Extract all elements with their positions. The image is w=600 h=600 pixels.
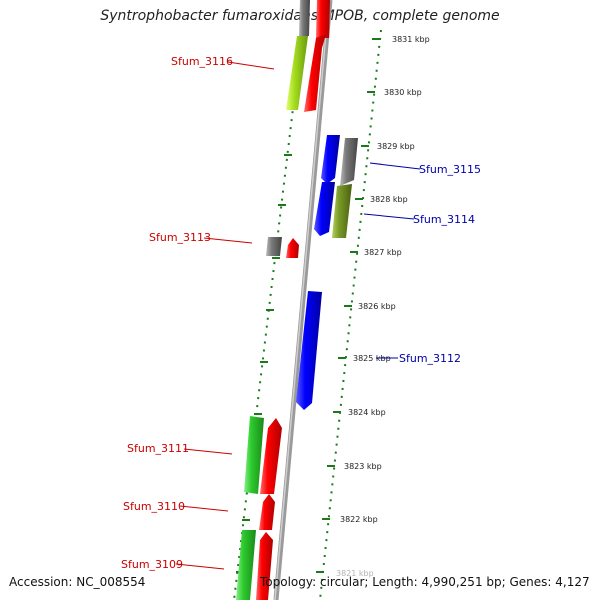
- gene-sfum-3110[interactable]: [259, 494, 275, 530]
- kbp-tick-label: 3823 kbp: [344, 462, 382, 471]
- label-leader-line: [203, 237, 253, 244]
- gene-label-sfum-3114[interactable]: Sfum_3114: [413, 213, 475, 226]
- gene-label-sfum-3109[interactable]: Sfum_3109: [121, 558, 183, 571]
- gene-feature[interactable]: [332, 184, 352, 238]
- gene-label-sfum-3116[interactable]: Sfum_3116: [171, 55, 233, 68]
- gene-label-sfum-3115[interactable]: Sfum_3115: [419, 163, 481, 176]
- gene-sfum-3114[interactable]: [314, 182, 335, 236]
- genome-backbone: [273, 0, 333, 600]
- kbp-tick-label: 3822 kbp: [340, 515, 378, 524]
- gene-sfum-3111[interactable]: [244, 416, 264, 494]
- gene-sfum-3113[interactable]: [286, 238, 299, 258]
- label-leader-line: [363, 213, 415, 220]
- gene-sfum-3112[interactable]: [296, 291, 322, 410]
- kbp-tick-label: 3828 kbp: [370, 195, 408, 204]
- accession-text: Accession: NC_008554: [9, 575, 146, 589]
- gene-feature[interactable]: [340, 138, 358, 186]
- label-leader-line: [179, 505, 229, 512]
- gene-sfum-3115[interactable]: [321, 135, 340, 184]
- gene-label-sfum-3113[interactable]: Sfum_3113: [149, 231, 211, 244]
- gene-feature[interactable]: [260, 418, 282, 494]
- gene-label-sfum-3111[interactable]: Sfum_3111: [127, 442, 189, 455]
- kbp-tick-label: 3830 kbp: [384, 88, 422, 97]
- label-leader-line: [227, 61, 275, 70]
- kbp-tick-label: 3829 kbp: [377, 142, 415, 151]
- label-leader-line: [175, 563, 225, 570]
- kbp-tick-label: 3821 kbp: [336, 569, 374, 578]
- kbp-tick-label: 3831 kbp: [392, 35, 430, 44]
- topology-text: Topology: circular; Length: 4,990,251 bp…: [260, 575, 590, 589]
- kbp-tick-label: 3826 kbp: [358, 302, 396, 311]
- kbp-tick-label: 3825 kbp: [353, 354, 391, 363]
- gene-labels: Sfum_3116 Sfum_3115 Sfum_3114 Sfum_3113 …: [121, 55, 481, 571]
- gene-label-sfum-3112[interactable]: Sfum_3112: [399, 352, 461, 365]
- kbp-tick-label: 3827 kbp: [364, 248, 402, 257]
- kbp-tick-label: 3824 kbp: [348, 408, 386, 417]
- label-leader-line: [183, 448, 233, 455]
- forward-genes: [236, 0, 330, 600]
- gene-sfum-3109[interactable]: [236, 530, 256, 600]
- gene-feature[interactable]: [256, 532, 273, 600]
- gene-feature[interactable]: [316, 0, 330, 38]
- gene-sfum-3116[interactable]: [286, 36, 308, 110]
- gene-feature[interactable]: [299, 0, 310, 36]
- label-leader-line: [369, 162, 421, 170]
- gene-feature[interactable]: [304, 34, 326, 112]
- gene-feature[interactable]: [266, 237, 282, 256]
- kbp-ticks: 3831 kbp 3830 kbp 3829 kbp 3828 kbp 3827…: [236, 35, 430, 578]
- reverse-genes: [296, 135, 358, 410]
- gene-label-sfum-3110[interactable]: Sfum_3110: [123, 500, 185, 513]
